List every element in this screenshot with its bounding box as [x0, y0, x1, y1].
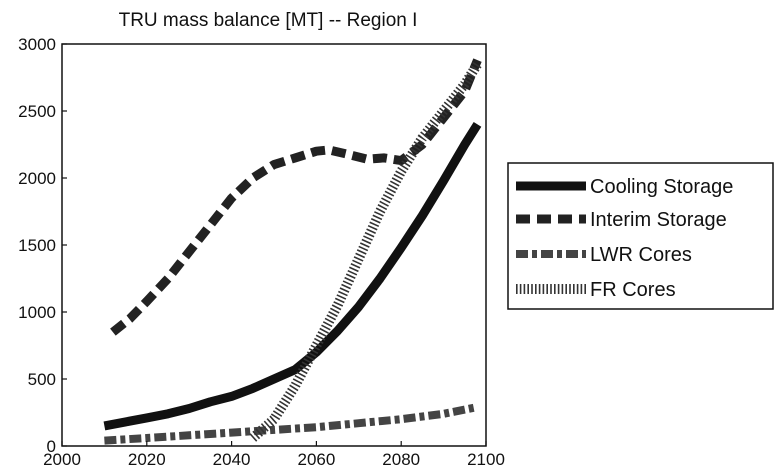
plot-area-frame	[61, 43, 487, 447]
series-layer	[103, 58, 482, 445]
legend: Cooling Storage Interim Storage LWR Cores F…	[507, 162, 774, 310]
x-tick-label: 2020	[128, 450, 166, 469]
series-line-cooling-storage	[103, 121, 482, 431]
y-tick-label: 500	[28, 370, 56, 389]
legend-label-interim-storage: Interim Storage	[590, 209, 727, 231]
x-tick-label: 2040	[213, 450, 251, 469]
y-tick-label: 2500	[18, 102, 56, 121]
series-line-interim-storage	[110, 58, 482, 336]
x-tick-label: 2100	[467, 450, 505, 469]
y-tick-label: 1500	[18, 236, 56, 255]
x-axis: 2000 2020 2040 2060 2080 2100	[43, 441, 505, 469]
y-tick-label: 0	[47, 437, 56, 456]
legend-label-fr-cores: FR Cores	[590, 279, 676, 301]
y-tick-label: 3000	[18, 35, 56, 54]
series-line-lwr-cores	[104, 403, 479, 445]
legend-label-lwr-cores: LWR Cores	[590, 244, 692, 266]
series-line-fr-cores	[249, 61, 482, 442]
y-tick-label: 2000	[18, 169, 56, 188]
y-tick-label: 1000	[18, 303, 56, 322]
x-tick-label: 2060	[297, 450, 335, 469]
x-tick-label: 2080	[382, 450, 420, 469]
x-tick-label: 2000	[43, 450, 81, 469]
legend-label-cooling-storage: Cooling Storage	[590, 176, 733, 198]
y-axis: 0 500 1000 1500 2000 2500 3000	[18, 35, 67, 456]
chart-title: TRU mass balance [MT] -- Region I	[119, 10, 418, 31]
